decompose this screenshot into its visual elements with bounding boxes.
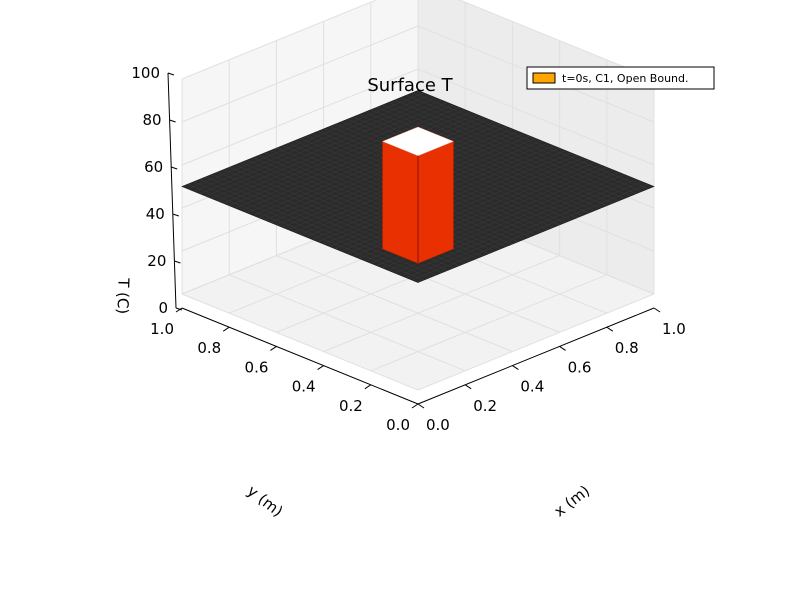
y-tick-label: 0.2 [339,397,363,415]
axes-lines [167,72,655,405]
y-tick-label: 0.8 [197,339,221,357]
z-tick-label: 80 [143,111,162,129]
x-tick-label: 1.0 [662,320,686,338]
surface-mesh-line [223,107,460,204]
z-axis-label: T (C) [113,277,132,315]
y-axis-label: y (m) [244,482,287,521]
x-tick-label: 0.8 [615,339,639,357]
surface-mesh-line [240,114,478,211]
legend-swatch [532,72,556,84]
y-tick [222,326,230,332]
surface-mesh-line [400,97,637,194]
surface-mesh-line [229,109,466,206]
y-tick [270,345,277,351]
z-tick [172,213,179,217]
surface-mesh-line [412,92,649,190]
surface-mesh-line [211,102,448,199]
x-tick [417,403,425,409]
x-axis-label: x (m) [551,482,594,521]
y-tick-label: 0.6 [245,358,269,376]
y-tick-label: 0.0 [386,416,410,434]
surface-mesh-line [258,121,495,218]
surface-mesh-line [406,95,643,192]
surface-mesh-line [358,114,596,211]
surface-mesh-line [193,95,430,192]
surface-mesh-line [205,99,442,197]
z-tick-label: 40 [146,205,165,223]
z-tick [174,260,181,264]
peak-face-front-y [382,141,419,264]
y-tick [175,307,183,313]
surface-mesh-line [394,99,631,197]
grid-line [181,68,655,166]
x-tick-label: 0.2 [473,397,497,415]
tick-labels: 0.0 0.2 0.4 0.6 0.8 1.0 0.0 0.2 0.4 0.6 0.8 1.0 0 20 4… [131,64,686,434]
legend-entry: t=0s, C1, Open Bound. [562,72,689,85]
x-tick [464,384,472,390]
legend: t=0s, C1, Open Bound. [526,66,715,90]
surface-mesh-line [246,116,483,214]
y-tick [364,384,372,390]
surface-mesh-line [217,104,454,202]
chart-title: Surface T [367,75,453,96]
z-tick [171,166,178,170]
z-axis-line [167,72,177,309]
peak-top [381,126,455,157]
z-tick-label: 0 [158,299,168,317]
z-tick [167,72,175,76]
surface-mesh-line [382,104,619,202]
x-tick-label: 0.6 [568,358,592,376]
z-tick [169,119,176,123]
surface-mesh-line [376,107,613,204]
y-tick [317,365,324,371]
surface-mesh-line [364,111,601,209]
surface-mesh-line [235,111,472,209]
grid-line [181,25,655,123]
surface-mesh-line [353,116,590,214]
y-tick-label: 1.0 [150,320,174,338]
y-tick [411,403,419,409]
z-tick-label: 20 [147,252,166,270]
surface [181,90,655,283]
legend-frame [526,66,715,90]
x-tick-label: 0.0 [426,416,450,434]
z-tick-label: 60 [144,158,163,176]
surface-mesh-line [187,92,424,190]
surface-mesh-line [347,119,584,216]
y-axis-line [181,307,419,405]
z-tick-label: 100 [131,64,160,82]
surface-mesh-line [199,97,436,194]
x-tick [512,365,519,371]
x-tick-label: 0.4 [520,378,544,396]
z-tick [175,307,183,311]
surface-mesh-line [388,102,625,199]
y-tick-label: 0.4 [292,378,316,396]
surface-mesh-line [370,109,607,206]
surface-mesh-line [341,121,578,218]
surface-mesh-line [252,119,489,216]
peak-face-front-x [417,141,454,264]
x-axis-line [417,307,655,405]
grid-line [181,0,655,80]
x-tick [653,307,661,313]
x-tick [559,345,566,351]
x-tick [606,326,614,332]
